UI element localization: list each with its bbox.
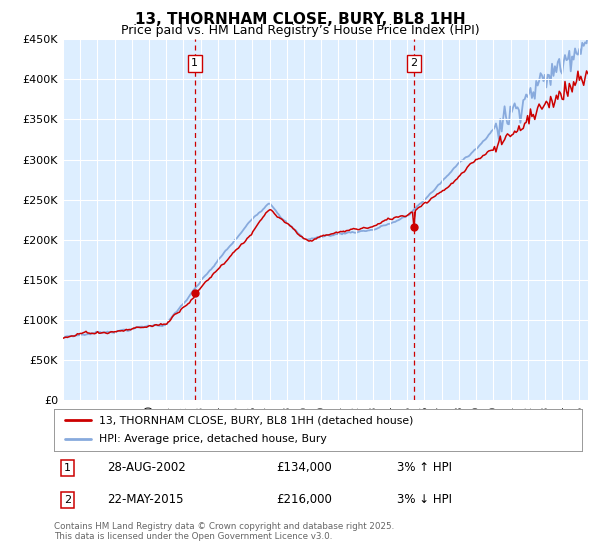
Text: 28-AUG-2002: 28-AUG-2002 — [107, 461, 185, 474]
Text: 13, THORNHAM CLOSE, BURY, BL8 1HH: 13, THORNHAM CLOSE, BURY, BL8 1HH — [134, 12, 466, 27]
Text: HPI: Average price, detached house, Bury: HPI: Average price, detached house, Bury — [99, 435, 326, 445]
Text: Price paid vs. HM Land Registry’s House Price Index (HPI): Price paid vs. HM Land Registry’s House … — [121, 24, 479, 36]
Text: £134,000: £134,000 — [276, 461, 332, 474]
Text: 2: 2 — [410, 58, 418, 68]
Text: £216,000: £216,000 — [276, 493, 332, 506]
Text: Contains HM Land Registry data © Crown copyright and database right 2025.
This d: Contains HM Land Registry data © Crown c… — [54, 522, 394, 542]
Text: 1: 1 — [64, 463, 71, 473]
Text: 3% ↑ HPI: 3% ↑ HPI — [397, 461, 452, 474]
Text: 1: 1 — [191, 58, 198, 68]
Text: 2: 2 — [64, 495, 71, 505]
Text: 22-MAY-2015: 22-MAY-2015 — [107, 493, 184, 506]
Text: 3% ↓ HPI: 3% ↓ HPI — [397, 493, 452, 506]
Text: 13, THORNHAM CLOSE, BURY, BL8 1HH (detached house): 13, THORNHAM CLOSE, BURY, BL8 1HH (detac… — [99, 415, 413, 425]
